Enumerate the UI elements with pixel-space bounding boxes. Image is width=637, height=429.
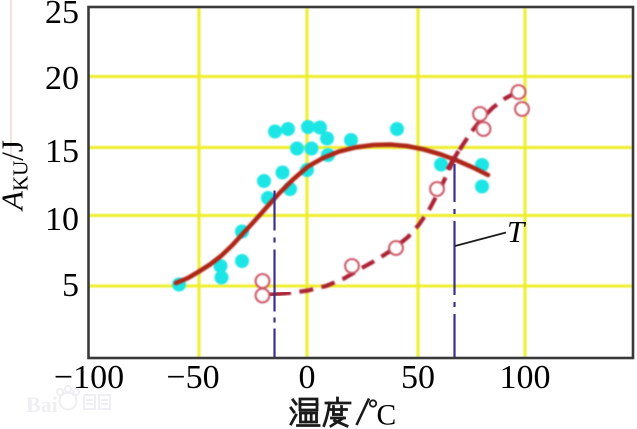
svg-text:5: 5 xyxy=(62,267,79,304)
svg-text:20: 20 xyxy=(45,60,79,97)
svg-text:0: 0 xyxy=(299,359,316,396)
svg-text:25: 25 xyxy=(45,0,79,31)
svg-text:C: C xyxy=(377,400,397,429)
svg-text:T: T xyxy=(507,214,527,249)
svg-text:−50: −50 xyxy=(166,359,219,396)
svg-text:10: 10 xyxy=(45,201,79,238)
svg-text:100: 100 xyxy=(500,359,551,396)
svg-text:AKU/J: AKU/J xyxy=(0,140,33,212)
svg-text:50: 50 xyxy=(401,359,435,396)
svg-text:Bai: Bai xyxy=(26,392,58,417)
svg-text:15: 15 xyxy=(45,133,79,170)
